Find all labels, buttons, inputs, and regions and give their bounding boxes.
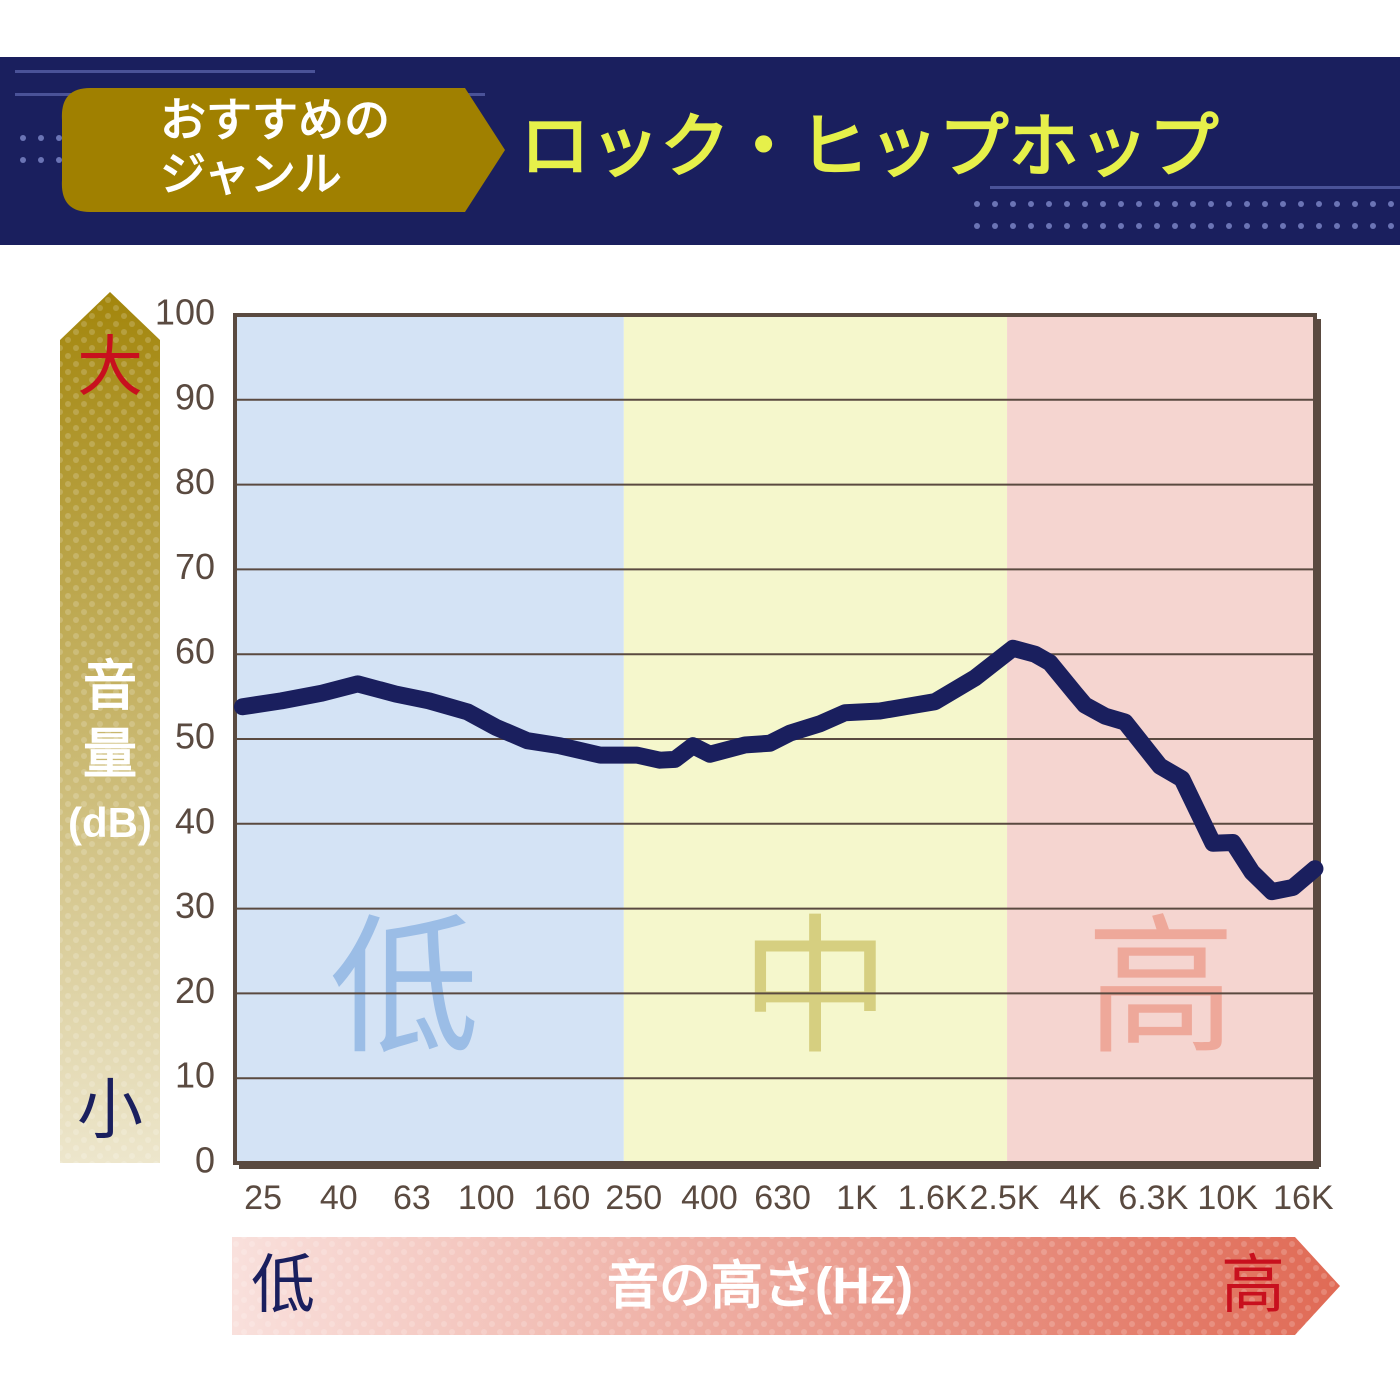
deco-line — [15, 70, 315, 73]
x-tick-label: 2.5K — [970, 1179, 1040, 1217]
x-low: 低 — [251, 1249, 315, 1321]
x-tick-label: 40 — [320, 1179, 358, 1217]
genre-title: ロック・ヒップホップ — [520, 107, 1219, 185]
y-tick-label: 20 — [175, 970, 215, 1011]
x-tick-label: 6.3K — [1118, 1179, 1188, 1217]
y-unit: (dB) — [68, 799, 152, 846]
x-tick-label: 160 — [534, 1179, 591, 1217]
y-tick-label: 0 — [195, 1140, 215, 1181]
y-tick-label: 50 — [175, 716, 215, 757]
y-high: 大 — [77, 329, 143, 403]
band-label: 中 — [740, 904, 890, 1072]
x-tick-label: 10K — [1197, 1179, 1258, 1217]
y-tick-label: 30 — [175, 885, 215, 926]
y-tick-label: 70 — [175, 546, 215, 587]
x-tick-label: 100 — [458, 1179, 515, 1217]
x-tick-label: 400 — [681, 1179, 738, 1217]
data-line — [233, 639, 1324, 901]
plot-frame — [233, 313, 1317, 1165]
deco-line — [990, 186, 1400, 189]
y-tick-label: 40 — [175, 800, 215, 841]
tag-line: おすすめの — [160, 94, 390, 146]
y-label: 音 — [83, 656, 137, 716]
y-tick-label: 90 — [175, 376, 215, 417]
y-tick-label: 100 — [155, 292, 215, 333]
y-arrow-dots — [60, 292, 160, 1163]
x-high: 高 — [1221, 1249, 1285, 1321]
x-tick-label: 16K — [1273, 1179, 1334, 1217]
x-arrow-dots — [232, 1237, 1340, 1335]
x-tick-label: 25 — [244, 1179, 282, 1217]
band-label: 高 — [1086, 904, 1236, 1072]
tag-line: ジャンル — [160, 148, 342, 200]
y-low: 小 — [77, 1072, 143, 1146]
deco-dots — [965, 190, 1395, 234]
y-tick-label: 60 — [175, 631, 215, 672]
y-label: 量 — [83, 724, 137, 784]
y-tick-label: 10 — [175, 1055, 215, 1096]
x-label: 音の高さ(Hz) — [607, 1258, 913, 1316]
genre-tag — [61, 88, 505, 212]
band-label: 低 — [329, 904, 479, 1072]
x-tick-label: 1.6K — [898, 1179, 968, 1217]
x-tick-label: 250 — [605, 1179, 662, 1217]
x-tick-label: 1K — [836, 1179, 878, 1217]
y-tick-label: 80 — [175, 461, 215, 502]
x-tick-label: 63 — [393, 1179, 431, 1217]
x-tick-label: 4K — [1059, 1179, 1101, 1217]
plot: 低 中 高 0 10 20 30 40 50 60 70 80 90 100 25 40 63 100 160 250… — [155, 292, 1334, 1217]
x-tick-label: 630 — [754, 1179, 811, 1217]
